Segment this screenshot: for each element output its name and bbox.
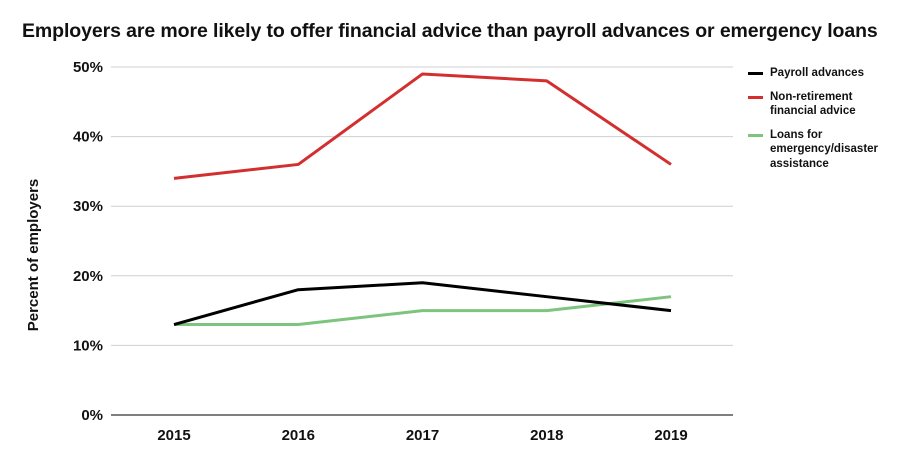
chart-title: Employers are more likely to offer finan…: [22, 20, 878, 42]
legend-label: Loans for emergency/disaster assistance: [770, 128, 879, 170]
series-lines: [173, 72, 672, 327]
legend-item: Non-retirement financial advice: [748, 90, 893, 119]
y-tick-label: 0%: [81, 407, 103, 424]
y-tick-label: 30%: [73, 198, 103, 215]
y-tick-label: 40%: [73, 129, 103, 146]
legend-swatch: [748, 133, 763, 137]
x-tick-label: 2017: [406, 427, 439, 444]
y-tick-label: 20%: [73, 268, 103, 285]
series-line-non-retirement-financial-advice: [173, 72, 672, 180]
x-tick-label: 2018: [530, 427, 563, 444]
x-tick-label: 2019: [654, 427, 687, 444]
series-line-payroll-advances: [173, 281, 672, 326]
y-tick-label: 50%: [73, 59, 103, 76]
legend-label: Non-retirement financial advice: [770, 90, 856, 118]
y-tick-label: 10%: [73, 337, 103, 354]
axes: 0% 10% 20% 30% 40% 50% 2015 2016 2017 2018 2019: [73, 59, 688, 444]
y-axis-label: Percent of employers: [25, 179, 42, 332]
legend: Payroll advances Non-retirement financial…: [748, 66, 893, 180]
legend-swatch: [748, 95, 763, 99]
gridlines: [111, 66, 733, 416]
legend-label: Payroll advances: [770, 67, 864, 79]
legend-swatch: [748, 72, 763, 75]
legend-item: Payroll advances: [748, 66, 893, 81]
series-line-loans-for-emergency-disaster-assistance: [174, 295, 672, 327]
legend-item: Loans for emergency/disaster assistance: [748, 128, 893, 172]
x-tick-label: 2016: [282, 427, 315, 444]
x-tick-label: 2015: [157, 427, 190, 444]
